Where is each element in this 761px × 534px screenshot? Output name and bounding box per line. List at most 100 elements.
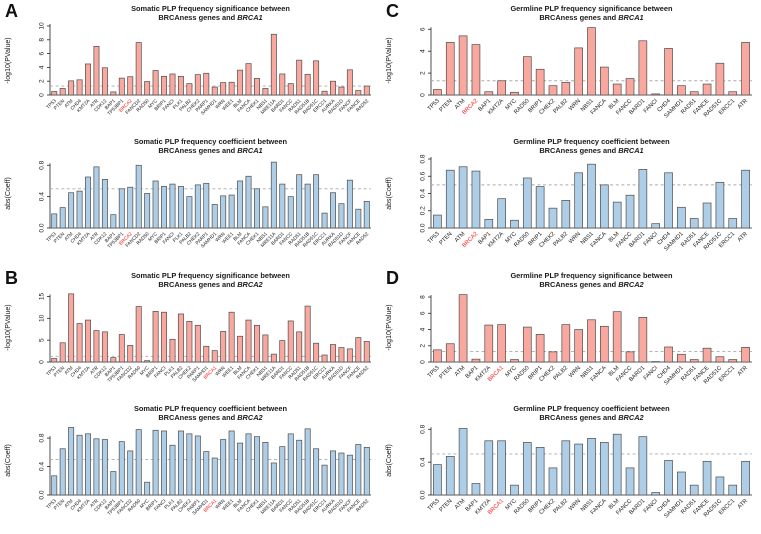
bar-PLK1: [169, 444, 176, 496]
x-label-ATR: ATR: [89, 98, 100, 109]
x-label-PTEN: PTEN: [438, 231, 453, 246]
bar-FANCF: [346, 454, 353, 496]
bar-FANCD2: [135, 164, 142, 229]
bar-ATR: [93, 46, 100, 96]
x-label-ATM: ATM: [63, 98, 74, 109]
x-label-ATM: ATM: [63, 365, 74, 376]
bar-ERCC1: [321, 354, 328, 363]
bar-MRE11A: [270, 33, 277, 96]
bar-BRCA2: [471, 170, 481, 229]
bar-BLM: [237, 180, 244, 229]
bar-NBS1: [587, 27, 596, 96]
bar-MYC: [510, 91, 519, 96]
bar-MYC: [144, 481, 151, 496]
bar-FANCE: [702, 83, 712, 96]
chart-somatic-coefficient-brca2: Somatic PLP frequency coefficient betwee…: [0, 400, 380, 533]
bar-FANCC: [625, 467, 635, 496]
chart-title-line2: BRCAness genes and BRCA1: [158, 13, 262, 22]
bar-ATR: [741, 169, 750, 229]
bar-TP53: [433, 464, 442, 496]
bar-PALB2: [561, 440, 571, 496]
bar-FANCF: [346, 348, 353, 363]
bar-BARD1: [638, 168, 648, 229]
bar-KMT2A: [484, 324, 494, 363]
y-tick-label: 0.6: [420, 171, 427, 180]
bar-SAMHD1: [211, 86, 218, 96]
bar-BAP1: [110, 357, 117, 363]
bar-PALB2: [186, 196, 193, 229]
bar-FANCD2: [135, 42, 142, 96]
bar-RAD51B: [304, 305, 311, 363]
bar-TP53BP1: [118, 334, 125, 363]
y-tick-label: 0.0: [39, 490, 46, 499]
bar-BAP1: [471, 483, 481, 496]
bar-BRCA1: [211, 457, 218, 496]
bar-RAD50: [144, 81, 151, 96]
bar-CHEK2: [194, 74, 201, 96]
y-axis-label: abs(Coeff): [5, 444, 12, 477]
bar-CHD4: [664, 346, 673, 363]
bar-FANCF: [346, 179, 353, 229]
bar-NBS1: [262, 88, 269, 96]
bar-RAD51: [296, 59, 303, 96]
bar-WRN: [574, 443, 583, 496]
bar-RAD51C: [313, 60, 320, 96]
bar-BRIP1: [535, 186, 545, 229]
y-axis-label: abs(Coeff): [5, 177, 12, 210]
bar-ERCC1: [321, 90, 328, 96]
bar-FANCA: [600, 442, 609, 496]
bar-PTEN: [445, 169, 455, 229]
bar-chart-svg: Germline PLP frequency significance betw…: [386, 271, 752, 387]
bar-FANCA: [245, 175, 252, 229]
y-tick-label: 0.8: [420, 424, 427, 433]
bar-BARD1: [638, 40, 648, 96]
y-tick-label: 0.0: [420, 223, 427, 232]
bar-RAD50: [135, 429, 142, 496]
y-tick-label: 0.4: [420, 457, 427, 466]
bar-RAD51: [689, 359, 699, 363]
x-label-FANCI: FANCI: [643, 231, 660, 248]
bar-SAMHD1: [203, 451, 210, 496]
bar-PARP1: [203, 182, 210, 229]
bar-MYC: [510, 484, 519, 496]
bar-TP53BP1: [118, 188, 125, 229]
bar-RAD51D: [338, 347, 345, 363]
bar-CHEK2: [548, 85, 558, 96]
bar-FANCI: [651, 492, 661, 496]
y-tick-label: 0.0: [39, 223, 46, 232]
bar-ATM: [458, 166, 468, 229]
bar-RAD51B: [304, 183, 311, 229]
bar-NBS1: [262, 442, 269, 496]
y-tick-label: 0: [420, 93, 427, 97]
chart-title-line1: Germline PLP frequency coefficient betwe…: [513, 137, 670, 146]
bar-PALB2: [177, 313, 184, 363]
bar-BARD1: [279, 73, 286, 96]
bar-FANCC: [287, 433, 294, 496]
y-tick-label: 10: [39, 314, 46, 322]
bar-BRCA1: [211, 350, 218, 363]
bar-CDK12: [101, 439, 108, 496]
bar-FANCA: [600, 184, 609, 229]
bar-CHD4: [76, 190, 83, 229]
bar-BRIP1: [152, 310, 159, 363]
x-label-PALB2: PALB2: [553, 498, 570, 515]
bar-SAMHD1: [203, 345, 210, 363]
y-tick-label: 0.8: [420, 154, 427, 163]
x-label-FANCI: FANCI: [643, 98, 660, 115]
bar-RAD51D: [338, 86, 345, 96]
chart-title-line2: BRCAness genes and BRCA2: [158, 413, 263, 422]
bar-ATR: [741, 42, 750, 96]
bar-MRE11A: [270, 161, 277, 229]
bar-RAD51C: [715, 62, 725, 96]
bar-RAD52: [363, 446, 370, 496]
bar-RAD51D: [338, 452, 345, 496]
bar-BRIP1: [152, 429, 159, 496]
x-label-PALB2: PALB2: [553, 231, 570, 248]
bar-PARP1: [194, 435, 201, 496]
chart-title-line1: Germline PLP frequency coefficient betwe…: [513, 404, 670, 413]
bar-RAD51D: [338, 203, 345, 229]
bar-SAMHD1: [677, 85, 686, 96]
bar-PALB2: [186, 83, 193, 96]
bar-RAD50: [522, 177, 532, 229]
bar-KMT2A: [85, 176, 91, 229]
